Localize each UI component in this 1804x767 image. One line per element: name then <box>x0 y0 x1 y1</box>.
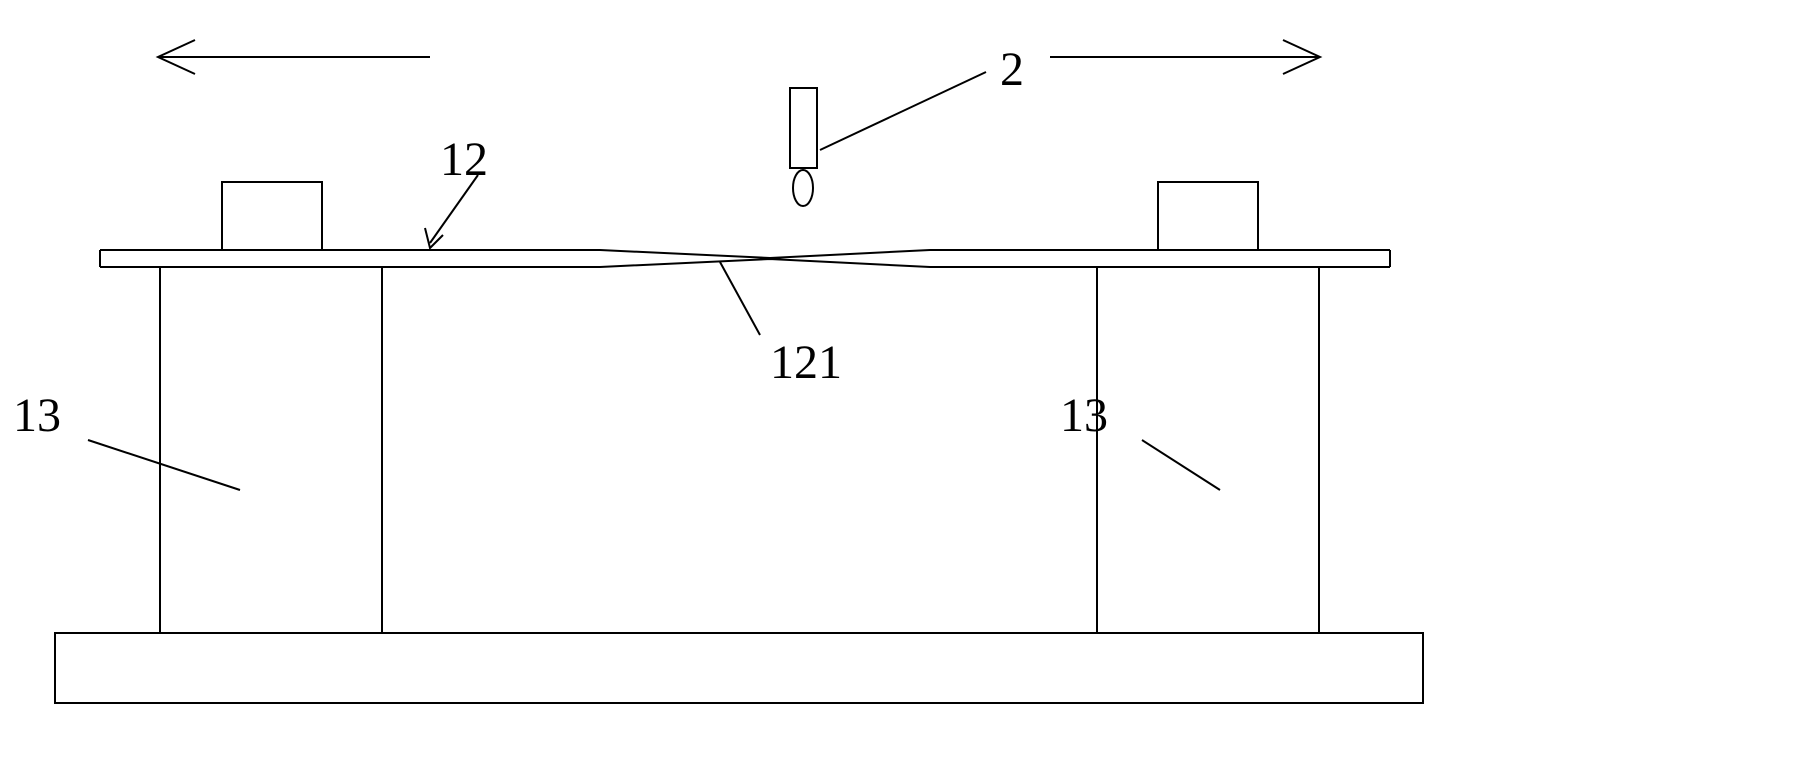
tool-element <box>790 88 817 206</box>
base-element <box>55 633 1423 703</box>
leader-line-121 <box>720 262 760 335</box>
label-13-right: 13 <box>1060 388 1108 443</box>
top-block-right <box>1158 182 1258 250</box>
right-arrow-icon <box>1050 40 1320 74</box>
support-column-left <box>160 267 382 633</box>
leader-line-13-left <box>88 440 240 490</box>
leader-line-13-right <box>1142 440 1220 490</box>
label-121: 121 <box>770 335 842 390</box>
diagram-container: 2 12 121 13 13 <box>0 0 1804 762</box>
top-block-left <box>222 182 322 250</box>
horizontal-bar <box>100 250 1390 267</box>
diagram-svg <box>0 0 1804 762</box>
support-column-right <box>1097 267 1319 633</box>
label-12: 12 <box>440 132 488 187</box>
leader-line-2 <box>820 72 986 150</box>
left-arrow-icon <box>158 40 430 74</box>
label-2: 2 <box>1000 42 1024 97</box>
label-13-left: 13 <box>13 388 61 443</box>
